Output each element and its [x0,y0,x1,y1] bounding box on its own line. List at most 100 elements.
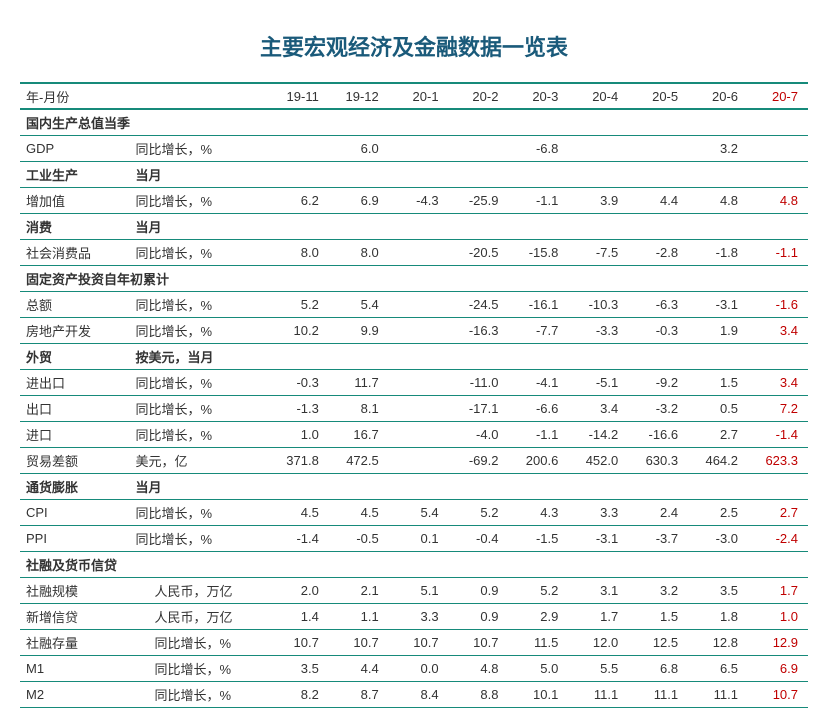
section-empty-cell [508,343,568,369]
row-value: 1.0 [269,421,329,447]
section-empty-cell [568,161,628,187]
section-empty-cell [508,551,568,577]
row-value: 1.9 [688,317,748,343]
table-row: 社融存量同比增长，%10.710.710.710.711.512.012.512… [20,629,808,655]
row-value: 5.2 [269,291,329,317]
row-value: 3.5 [269,655,329,681]
row-value: 3.2 [628,577,688,603]
section-empty-cell [329,109,389,135]
section-empty-cell [628,551,688,577]
section-empty-cell [568,551,628,577]
row-value: 0.5 [688,395,748,421]
row-value: -16.1 [508,291,568,317]
row-value: 16.7 [329,421,389,447]
row-value: -3.1 [688,291,748,317]
section-empty-cell [449,473,509,499]
section-empty-cell [688,161,748,187]
table-row: 增加值同比增长，%6.26.9-4.3-25.9-1.13.94.44.84.8 [20,187,808,213]
row-value: -24.5 [449,291,509,317]
header-col: 20-6 [688,83,748,109]
table-header-row: 年-月份19-1119-1220-120-220-320-420-520-620… [20,83,808,109]
row-value: 200.6 [508,447,568,473]
row-value: 1.7 [568,603,628,629]
row-value: -10.3 [568,291,628,317]
row-value: 11.1 [688,681,748,707]
table-row: 进口同比增长，%1.016.7-4.0-1.1-14.2-16.62.7-1.4 [20,421,808,447]
row-value: -14.2 [568,421,628,447]
row-value: -6.6 [508,395,568,421]
row-value [568,135,628,161]
section-empty-cell [329,213,389,239]
section-category: 固定资产投资自年初累计 [20,265,269,291]
section-category: 外贸 [20,343,135,369]
section-empty-cell [329,343,389,369]
section-empty-cell [628,161,688,187]
row-value: 8.8 [449,681,509,707]
row-value: 10.7 [329,629,389,655]
section-empty-cell [508,109,568,135]
row-value: 8.4 [389,681,449,707]
row-category: 新增信贷 [20,603,135,629]
section-empty-cell [329,265,389,291]
section-empty-cell [269,213,329,239]
section-empty-cell [748,551,808,577]
macro-data-table: 年-月份19-1119-1220-120-220-320-420-520-620… [20,82,808,708]
row-value: -6.3 [628,291,688,317]
row-value: 1.7 [748,577,808,603]
row-value: 5.1 [389,577,449,603]
row-value: 2.7 [748,499,808,525]
section-empty-cell [269,551,329,577]
section-empty-cell [269,161,329,187]
table-row: M2同比增长，%8.28.78.48.810.111.111.111.110.7 [20,681,808,707]
section-empty-cell [568,265,628,291]
section-empty-cell [269,343,329,369]
section-sub: 当月 [135,161,269,187]
row-value: -1.1 [748,239,808,265]
row-category: CPI [20,499,135,525]
row-value: 8.2 [269,681,329,707]
row-value: 1.5 [688,369,748,395]
row-value: 3.5 [688,577,748,603]
row-value: -1.4 [269,525,329,551]
row-unit: 同比增长，% [135,421,269,447]
row-value: -0.5 [329,525,389,551]
row-value: 452.0 [568,447,628,473]
row-value: -7.5 [568,239,628,265]
row-unit: 同比增长，% [135,239,269,265]
row-value: -4.1 [508,369,568,395]
section-empty-cell [329,551,389,577]
section-empty-cell [389,213,449,239]
row-value: -2.8 [628,239,688,265]
row-value: 3.2 [688,135,748,161]
row-value [449,135,509,161]
row-value: 5.5 [568,655,628,681]
header-col: 20-4 [568,83,628,109]
row-value: 0.9 [449,577,509,603]
row-value [389,239,449,265]
row-category: 贸易差额 [20,447,135,473]
row-value: 2.1 [329,577,389,603]
row-value: 0.1 [389,525,449,551]
row-value: 9.9 [329,317,389,343]
row-value: 3.3 [389,603,449,629]
row-value: 2.0 [269,577,329,603]
row-value [389,291,449,317]
row-value: 5.2 [508,577,568,603]
row-value: -1.8 [688,239,748,265]
row-value: 371.8 [269,447,329,473]
row-unit: 同比增长，% [135,525,269,551]
section-empty-cell [389,551,449,577]
section-empty-cell [568,213,628,239]
row-value: 4.8 [449,655,509,681]
row-value: 6.9 [329,187,389,213]
section-empty-cell [688,265,748,291]
row-value: 12.0 [568,629,628,655]
section-empty-cell [748,109,808,135]
section-category: 国内生产总值当季 [20,109,269,135]
row-value: 472.5 [329,447,389,473]
row-value: -6.8 [508,135,568,161]
row-unit: 同比增长，% [135,291,269,317]
row-value: -0.3 [269,369,329,395]
row-value: 464.2 [688,447,748,473]
table-row: PPI同比增长，%-1.4-0.50.1-0.4-1.5-3.1-3.7-3.0… [20,525,808,551]
